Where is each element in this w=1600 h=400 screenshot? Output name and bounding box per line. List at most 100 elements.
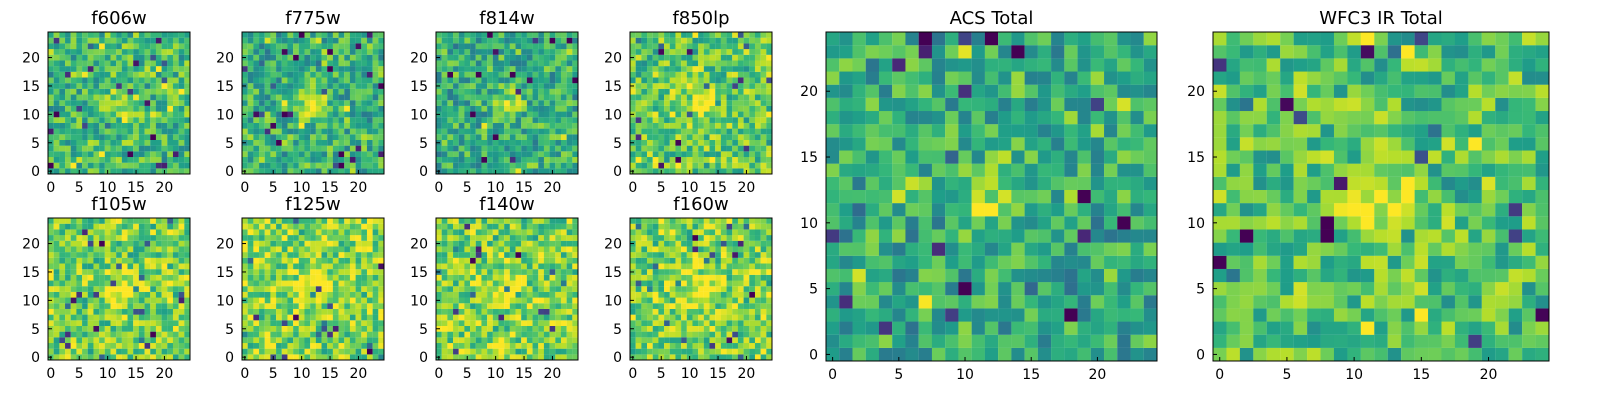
heatmap-cell-f775w-6-1 <box>276 162 282 169</box>
heatmap-cell-f775w-22-12 <box>366 100 373 106</box>
heatmap-cell-f606w-3-3 <box>65 151 71 158</box>
heatmap-cell-f814w-5-13 <box>464 94 471 101</box>
heatmap-cell-f850lp-13-1 <box>703 162 710 169</box>
x-tick-label-f105w-0: 0 <box>46 366 55 382</box>
heatmap-cell-f125w-9-4 <box>293 331 299 338</box>
heatmap-cell-f606w-5-11 <box>76 105 83 112</box>
heatmap-cell-f850lp-1-5 <box>635 139 642 146</box>
panel-title-f775w: f775w <box>285 8 340 29</box>
heatmap-cell-f775w-20-5 <box>355 139 362 146</box>
heatmap-cell-f105w-10-8 <box>104 308 111 315</box>
heatmap-cell-f775w-5-16 <box>270 77 277 84</box>
heatmap-cell-f814w-18-10 <box>538 111 544 118</box>
heatmap-cell-f814w-3-7 <box>453 128 459 135</box>
heatmap-cell-f105w-12-14 <box>116 274 122 281</box>
heatmap-cell-f160w-8-14 <box>675 274 682 281</box>
heatmap-cell-f125w-11-0 <box>304 354 311 361</box>
y-tick-label-f140w-0: 0 <box>419 350 428 366</box>
heatmap-cell-f814w-21-20 <box>555 54 562 61</box>
heatmap-cell-f140w-22-22 <box>560 229 567 236</box>
heatmap-cell-f606w-9-16 <box>99 77 105 84</box>
heatmap-cell-f105w-7-14 <box>87 274 94 281</box>
heatmap-cell-f105w-14-10 <box>127 297 134 304</box>
heatmap-cell-f105w-11-15 <box>110 269 117 275</box>
heatmap-cell-f814w-5-5 <box>464 139 471 146</box>
heatmap-cell-f140w-7-24 <box>475 218 482 224</box>
heatmap-cell-f140w-0-13 <box>436 280 442 287</box>
heatmap-cell-f606w-3-7 <box>65 128 71 135</box>
heatmap-cell-f160w-5-15 <box>658 269 665 275</box>
heatmap-cell-f606w-0-18 <box>48 66 54 72</box>
heatmap-cell-f850lp-6-20 <box>664 54 670 61</box>
heatmap-cell-f105w-23-9 <box>178 303 185 309</box>
heatmap-cell-f140w-21-3 <box>555 337 562 344</box>
heatmap-cell-f775w-1-21 <box>247 49 254 55</box>
heatmap-cell-f125w-1-9 <box>247 303 254 309</box>
heatmap-cell-f850lp-1-21 <box>635 49 642 55</box>
heatmap-cell-f606w-6-3 <box>82 151 88 158</box>
heatmap-cell-f775w-24-7 <box>378 128 385 135</box>
heatmap-cell-f850lp-22-19 <box>754 60 761 67</box>
heatmap-cell-f850lp-12-24 <box>698 32 704 38</box>
y-tick-label-f850lp-0: 0 <box>613 164 622 180</box>
heatmap-cell-f606w-18-2 <box>150 156 156 163</box>
heatmap-cell-f850lp-9-1 <box>681 162 687 169</box>
heatmap-cell-f105w-0-8 <box>48 308 54 315</box>
heatmap-cell-f105w-1-20 <box>53 240 60 247</box>
heatmap-cell-f125w-12-17 <box>310 257 316 264</box>
heatmap-cell-f606w-10-16 <box>104 77 111 84</box>
heatmap-cell-f140w-16-9 <box>526 303 533 309</box>
heatmap-cell-f850lp-23-16 <box>760 77 767 84</box>
heatmap-cell-f814w-21-1 <box>555 162 562 169</box>
heatmap-cell-f125w-18-13 <box>344 280 350 287</box>
heatmap-cell-f606w-23-11 <box>178 105 185 112</box>
heatmap-cell-f775w-4-3 <box>264 151 271 158</box>
heatmap-cell-f160w-1-4 <box>635 331 642 338</box>
heatmap-cell-f140w-12-0 <box>504 354 510 361</box>
heatmap-cell-f814w-10-22 <box>492 43 499 50</box>
heatmap-cell-f125w-7-6 <box>281 320 288 326</box>
heatmap-cell-f606w-8-20 <box>93 54 100 61</box>
heatmap-cell-f125w-10-7 <box>298 314 305 321</box>
heatmap-cell-f775w-18-22 <box>344 43 350 50</box>
heatmap-cell-f125w-11-17 <box>304 257 311 264</box>
heatmap-cell-f814w-9-9 <box>487 117 493 123</box>
heatmap-cell-f775w-20-13 <box>355 94 362 101</box>
heatmap-cell-f140w-2-19 <box>447 246 454 253</box>
heatmap-cell-f140w-2-12 <box>447 286 454 292</box>
heatmap-cell-f775w-2-18 <box>253 66 260 72</box>
heatmap-cell-f140w-16-6 <box>526 320 533 326</box>
heatmap-cell-f850lp-13-10 <box>703 111 710 118</box>
heatmap-cell-f140w-15-20 <box>521 240 527 247</box>
heatmap-cell-f105w-15-1 <box>133 348 139 355</box>
heatmap-cell-f775w-11-11 <box>304 105 311 112</box>
heatmap-cell-f125w-18-6 <box>344 320 350 326</box>
heatmap-cell-f850lp-24-19 <box>766 60 773 67</box>
heatmap-cell-f105w-18-12 <box>150 286 156 292</box>
heatmap-cell-f105w-18-6 <box>150 320 156 326</box>
heatmap-cell-f140w-17-3 <box>532 337 539 344</box>
heatmap-cell-f105w-19-5 <box>155 325 162 332</box>
heatmap-cell-f125w-13-20 <box>315 240 322 247</box>
heatmap-cell-f775w-4-16 <box>264 77 271 84</box>
heatmap-cell-f850lp-1-12 <box>635 100 642 106</box>
heatmap-cell-f850lp-9-21 <box>681 49 687 55</box>
heatmap-cell-f160w-0-14 <box>630 274 636 281</box>
heatmap-cell-f775w-6-10 <box>276 111 282 118</box>
heatmap-cell-f814w-22-8 <box>560 122 567 129</box>
heatmap-cell-f140w-3-2 <box>453 342 459 349</box>
heatmap-cell-f775w-22-5 <box>366 139 373 146</box>
x-tick-label-f814w-15: 15 <box>515 180 533 196</box>
heatmap-cell-f125w-2-21 <box>253 235 260 241</box>
heatmap-cell-f814w-19-22 <box>543 43 550 50</box>
heatmap-cell-f775w-22-21 <box>366 49 373 55</box>
heatmap-cell-f606w-2-14 <box>59 88 66 95</box>
heatmap-cell-f775w-20-6 <box>355 134 362 140</box>
heatmap-cell-f160w-12-13 <box>698 280 704 287</box>
heatmap-cell-f105w-3-9 <box>65 303 71 309</box>
heatmap-cell-f105w-10-4 <box>104 331 111 338</box>
heatmap-cell-f160w-12-5 <box>698 325 704 332</box>
heatmap-cell-f140w-17-12 <box>532 286 539 292</box>
heatmap-cell-f140w-7-7 <box>475 314 482 321</box>
heatmap-cell-f160w-23-7 <box>760 314 767 321</box>
